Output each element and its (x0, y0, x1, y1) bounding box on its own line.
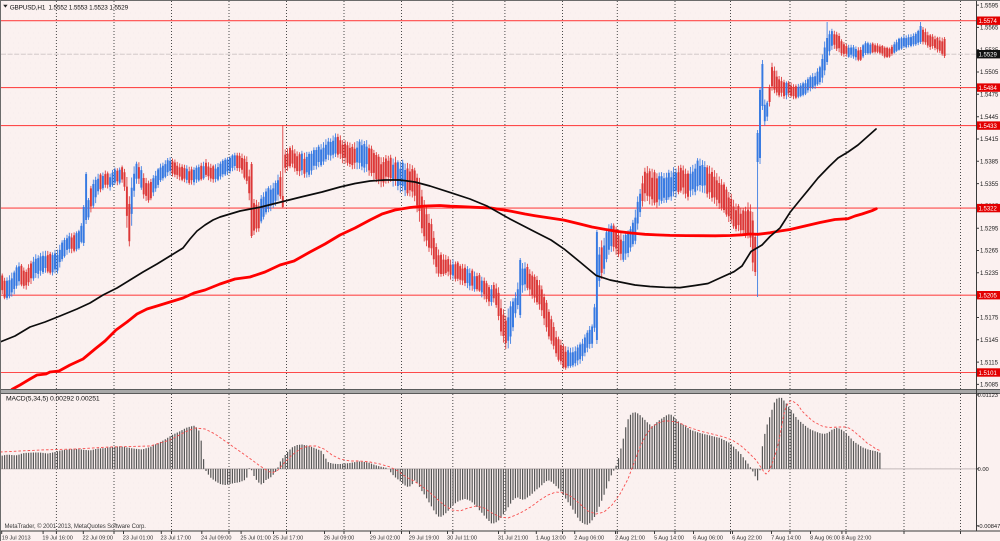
svg-text:1.5445: 1.5445 (980, 115, 999, 121)
svg-text:29 Jul 19:00: 29 Jul 19:00 (409, 536, 439, 541)
svg-text:25 Jul 17:00: 25 Jul 17:00 (273, 536, 303, 541)
svg-text:26 Jul 09:00: 26 Jul 09:00 (324, 536, 354, 541)
svg-text:23 Jul 17:00: 23 Jul 17:00 (161, 536, 191, 541)
svg-text:MACD(5,34,5) 0.00292 0.00251: MACD(5,34,5) 0.00292 0.00251 (6, 396, 100, 403)
svg-text:6 Aug 22:00: 6 Aug 22:00 (732, 536, 762, 541)
svg-text:1.5415: 1.5415 (980, 137, 999, 143)
svg-text:8 Aug 22:00: 8 Aug 22:00 (841, 536, 871, 541)
svg-text:1.5295: 1.5295 (980, 226, 999, 232)
svg-text:0.00: 0.00 (978, 467, 989, 473)
svg-text:30 Jul 11:00: 30 Jul 11:00 (447, 536, 477, 541)
svg-text:1.5145: 1.5145 (980, 338, 999, 344)
svg-text:-0.00847: -0.00847 (978, 524, 1000, 530)
svg-text:31 Jul 21:00: 31 Jul 21:00 (498, 536, 528, 541)
svg-text:1.5101: 1.5101 (979, 371, 998, 377)
svg-text:23 Jul 01:00: 23 Jul 01:00 (123, 536, 153, 541)
svg-text:GBPUSD,H1 1.5552 1.5553 1.552: GBPUSD,H1 1.5552 1.5553 1.5523 1.5529 (10, 4, 129, 11)
svg-text:1.5505: 1.5505 (980, 70, 999, 76)
svg-text:1.5322: 1.5322 (979, 207, 998, 213)
svg-text:24 Jul 09:00: 24 Jul 09:00 (201, 536, 231, 541)
svg-text:19 Jul 16:00: 19 Jul 16:00 (42, 536, 72, 541)
svg-text:MetaTrader, © 2001-2013, MetaQ: MetaTrader, © 2001-2013, MetaQuotes Soft… (5, 523, 147, 530)
svg-text:8 Aug 06:00: 8 Aug 06:00 (810, 536, 840, 541)
svg-text:1.5355: 1.5355 (980, 182, 999, 188)
svg-text:22 Jul 09:00: 22 Jul 09:00 (83, 536, 113, 541)
svg-text:1.5265: 1.5265 (980, 249, 999, 255)
svg-text:19 Jul 2013: 19 Jul 2013 (2, 536, 31, 541)
svg-text:25 Jul 01:00: 25 Jul 01:00 (240, 536, 270, 541)
svg-text:1 Aug 13:00: 1 Aug 13:00 (536, 536, 566, 541)
svg-text:1.5529: 1.5529 (979, 53, 998, 59)
svg-text:1.5205: 1.5205 (979, 294, 998, 300)
svg-text:1.5475: 1.5475 (980, 93, 999, 99)
svg-text:1.5235: 1.5235 (980, 271, 999, 277)
svg-text:1.5115: 1.5115 (980, 360, 999, 366)
svg-text:1.5565: 1.5565 (980, 26, 999, 32)
svg-text:1.5433: 1.5433 (979, 124, 998, 130)
svg-text:5 Aug 14:00: 5 Aug 14:00 (654, 536, 684, 541)
svg-text:1.5385: 1.5385 (980, 160, 999, 166)
svg-text:1.5175: 1.5175 (980, 316, 999, 322)
svg-text:29 Jul 02:00: 29 Jul 02:00 (370, 536, 400, 541)
svg-text:6 Aug 06:00: 6 Aug 06:00 (693, 536, 723, 541)
svg-text:1.5085: 1.5085 (980, 383, 999, 389)
svg-text:2 Aug 21:00: 2 Aug 21:00 (615, 536, 645, 541)
svg-text:7 Aug 14:00: 7 Aug 14:00 (771, 536, 801, 541)
svg-text:0.01123: 0.01123 (978, 393, 999, 399)
svg-text:1.5574: 1.5574 (979, 19, 998, 25)
svg-text:1.5595: 1.5595 (980, 3, 999, 9)
svg-text:2 Aug 06:00: 2 Aug 06:00 (574, 536, 604, 541)
svg-text:1.5484: 1.5484 (979, 86, 998, 92)
